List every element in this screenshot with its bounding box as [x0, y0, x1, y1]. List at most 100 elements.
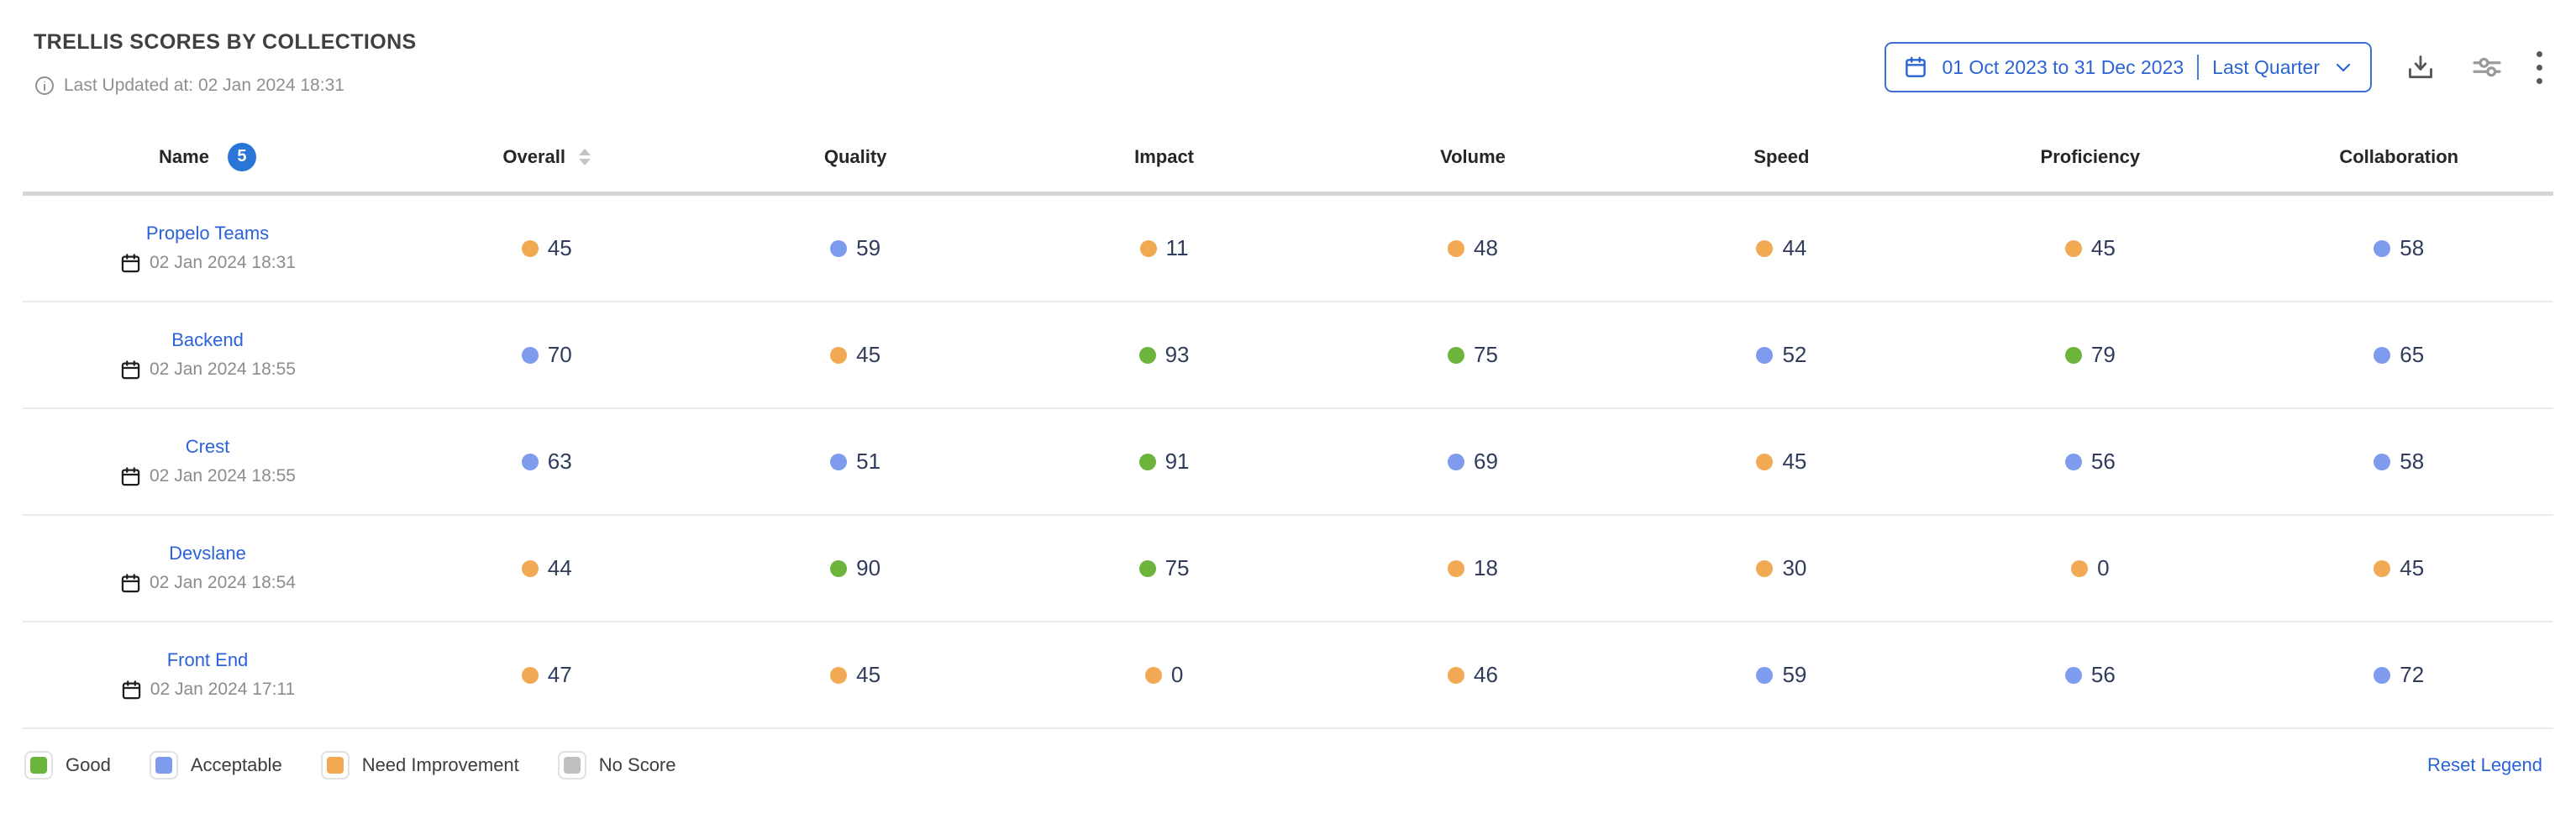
- score-cell: 90: [701, 555, 1009, 581]
- scores-table: Name 5 Overall Quality Impact Volume Spe…: [23, 122, 2553, 729]
- score-value: 46: [1474, 662, 1498, 687]
- score-value: 75: [1474, 342, 1498, 367]
- row-date: 02 Jan 2024 18:55: [150, 466, 296, 486]
- score-cell: 75: [1010, 555, 1318, 581]
- date-range-preset: Last Quarter: [2212, 55, 2320, 78]
- score-value: 44: [1782, 235, 1807, 260]
- table-row: Devslane 02 Jan 2024 18:54 44 90 75 18 30 0 45: [23, 516, 2553, 622]
- score-dot: [2374, 346, 2391, 364]
- row-date-line: 02 Jan 2024 17:11: [120, 679, 295, 701]
- score-dot: [1756, 453, 1774, 470]
- score-dot: [521, 666, 539, 684]
- score-value: 45: [856, 662, 881, 687]
- score-value: 75: [1164, 555, 1190, 580]
- score-cell: 75: [1318, 342, 1627, 368]
- score-cell: 0: [1010, 662, 1318, 688]
- score-dot: [2064, 666, 2082, 684]
- calendar-icon: [120, 679, 143, 701]
- col-header-quality: Quality: [823, 145, 887, 167]
- score-dot: [1138, 453, 1156, 470]
- row-date-line: 02 Jan 2024 18:31: [119, 252, 296, 275]
- score-cell: 59: [1627, 662, 1936, 688]
- score-dot: [2374, 666, 2391, 684]
- score-value: 51: [856, 449, 881, 474]
- score-value: 56: [2090, 449, 2116, 474]
- score-value: 91: [1164, 449, 1190, 474]
- col-header-name: Name 5: [23, 142, 392, 171]
- score-value: 45: [1782, 449, 1807, 474]
- score-cell: 79: [1936, 342, 2244, 368]
- table-header-row: Name 5 Overall Quality Impact Volume Spe…: [23, 122, 2553, 196]
- score-value: 72: [2400, 662, 2425, 687]
- row-date-line: 02 Jan 2024 18:54: [119, 572, 296, 595]
- reset-legend-link[interactable]: Reset Legend: [2427, 754, 2542, 775]
- score-dot: [2064, 346, 2082, 364]
- score-value: 45: [2090, 235, 2116, 260]
- col-header-overall-label: Overall: [502, 145, 566, 167]
- collection-link[interactable]: Front End: [166, 648, 249, 670]
- score-value: 59: [856, 235, 881, 260]
- row-date: 02 Jan 2024 18:54: [150, 573, 296, 592]
- chevron-down-icon: [2333, 57, 2353, 77]
- score-cell: 48: [1318, 235, 1627, 261]
- collection-link[interactable]: Crest: [185, 435, 230, 457]
- score-cell: 46: [1318, 662, 1627, 688]
- row-date: 02 Jan 2024 18:55: [150, 360, 296, 379]
- score-dot: [521, 453, 539, 470]
- score-cell: 56: [1936, 449, 2244, 475]
- col-header-speed: Speed: [1753, 145, 1810, 167]
- row-date-line: 02 Jan 2024 18:55: [119, 359, 296, 381]
- date-range-button[interactable]: 01 Oct 2023 to 31 Dec 2023 Last Quarter: [1885, 42, 2372, 92]
- score-cell: 93: [1010, 342, 1318, 368]
- score-cell: 65: [2245, 342, 2553, 368]
- info-icon[interactable]: [34, 75, 55, 97]
- score-dot: [1448, 559, 1465, 577]
- score-dot: [2374, 239, 2391, 257]
- legend-label: Good: [66, 754, 111, 775]
- collection-link[interactable]: Propelo Teams: [145, 222, 270, 244]
- score-cell: 59: [701, 235, 1009, 261]
- legend-item-need_improvement[interactable]: Need Improvement: [320, 751, 519, 780]
- legend-item-acceptable[interactable]: Acceptable: [149, 751, 282, 780]
- score-cell: 44: [1627, 235, 1936, 261]
- legend-item-good[interactable]: Good: [24, 751, 111, 780]
- legend-item-no_score[interactable]: No Score: [557, 751, 676, 780]
- col-header-impact: Impact: [1134, 145, 1195, 167]
- score-dot: [521, 239, 539, 257]
- legend-swatch-icon: [320, 751, 350, 780]
- table-row: Backend 02 Jan 2024 18:55 70 45 93 75 52 79 65: [23, 302, 2553, 409]
- collection-link[interactable]: Backend: [171, 328, 244, 350]
- score-value: 59: [1782, 662, 1807, 687]
- score-cell: 63: [392, 449, 701, 475]
- table-row: Front End 02 Jan 2024 17:11 47 45 0 46 59 56 7…: [23, 622, 2553, 729]
- collection-link[interactable]: Devslane: [169, 542, 246, 564]
- score-dot: [2064, 239, 2082, 257]
- legend-swatch-icon: [557, 751, 586, 780]
- score-dot: [521, 559, 539, 577]
- calendar-icon: [1903, 55, 1928, 80]
- sort-icon[interactable]: [579, 148, 591, 165]
- score-value: 52: [1782, 342, 1807, 367]
- table-row: Propelo Teams 02 Jan 2024 18:31 45 59 11 48…: [23, 196, 2553, 302]
- score-dot: [830, 666, 848, 684]
- score-value: 18: [1474, 555, 1498, 580]
- score-cell: 51: [701, 449, 1009, 475]
- score-cell: 45: [701, 662, 1009, 688]
- score-dot: [1448, 453, 1465, 470]
- score-cell: 47: [392, 662, 701, 688]
- legend-swatch-icon: [149, 751, 178, 780]
- score-value: 45: [856, 342, 881, 367]
- score-value: 44: [547, 555, 572, 580]
- score-value: 63: [547, 449, 572, 474]
- legend-label: Acceptable: [190, 754, 282, 775]
- download-button[interactable]: [2404, 50, 2437, 84]
- widget-settings-button[interactable]: [2469, 50, 2505, 85]
- score-cell: 56: [1936, 662, 2244, 688]
- widget-header: TRELLIS SCORES BY COLLECTIONS Last Updat…: [0, 0, 2576, 97]
- score-value: 93: [1164, 342, 1190, 367]
- score-dot: [1448, 666, 1465, 684]
- score-dot: [1139, 239, 1157, 257]
- more-menu-button[interactable]: [2537, 50, 2542, 84]
- score-dot: [830, 346, 848, 364]
- score-cell: 45: [2245, 555, 2553, 581]
